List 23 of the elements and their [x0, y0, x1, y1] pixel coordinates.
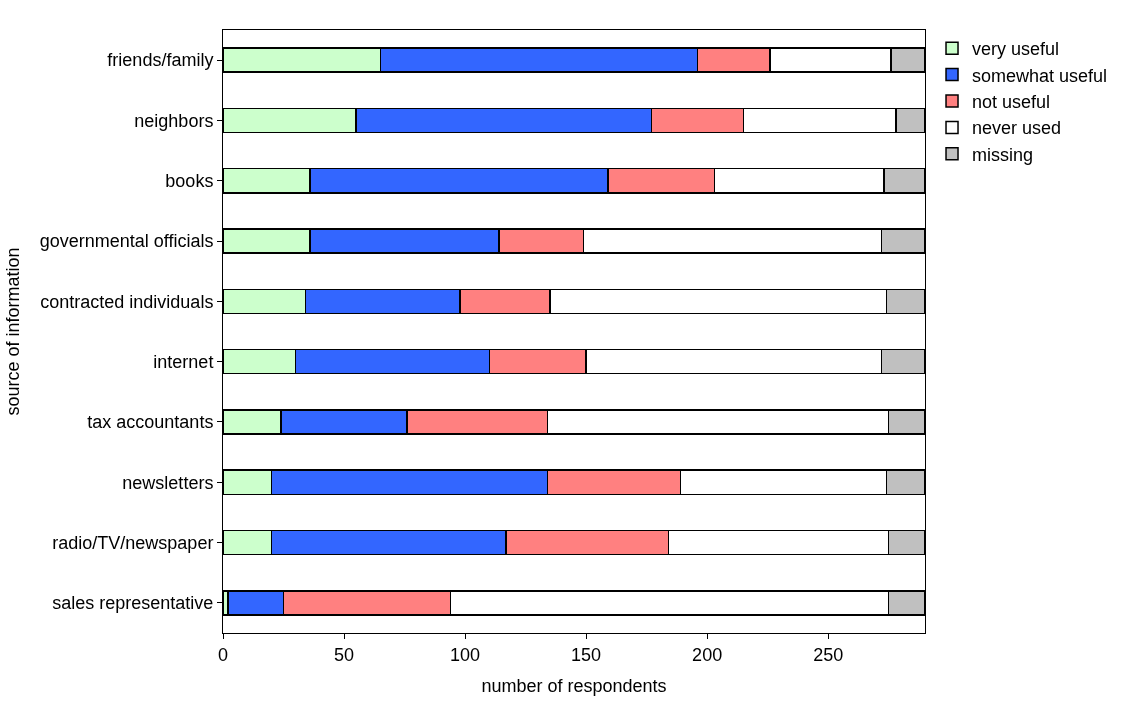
x-tick-label: 150 — [571, 644, 602, 665]
legend-label: missing — [972, 144, 1034, 165]
y-tick-label: friends/family — [107, 50, 214, 71]
y-tick-label: neighbors — [134, 110, 214, 131]
x-tick-label: 200 — [692, 644, 723, 665]
y-tick-label: internet — [153, 351, 214, 372]
y-tick-label: sales representative — [52, 593, 214, 614]
x-tick-label: 250 — [813, 644, 844, 665]
x-tick-label: 50 — [334, 644, 355, 665]
x-tick-label: 100 — [450, 644, 481, 665]
legend-label: never used — [972, 118, 1062, 139]
y-axis-title: source of information — [2, 247, 23, 416]
y-tick-label: contracted individuals — [40, 291, 214, 312]
y-tick-label: radio/TV/newspaper — [52, 532, 214, 553]
y-tick-label: books — [165, 171, 214, 192]
x-axis-title: number of respondents — [481, 675, 667, 696]
legend-label: not useful — [972, 92, 1051, 113]
x-tick-label: 0 — [217, 644, 229, 665]
y-tick-label: tax accountants — [87, 412, 214, 433]
legend-label: very useful — [972, 39, 1060, 60]
y-tick-label: governmental officials — [39, 231, 214, 252]
y-tick-label: newsletters — [122, 472, 214, 493]
legend-label: somewhat useful — [972, 65, 1108, 86]
